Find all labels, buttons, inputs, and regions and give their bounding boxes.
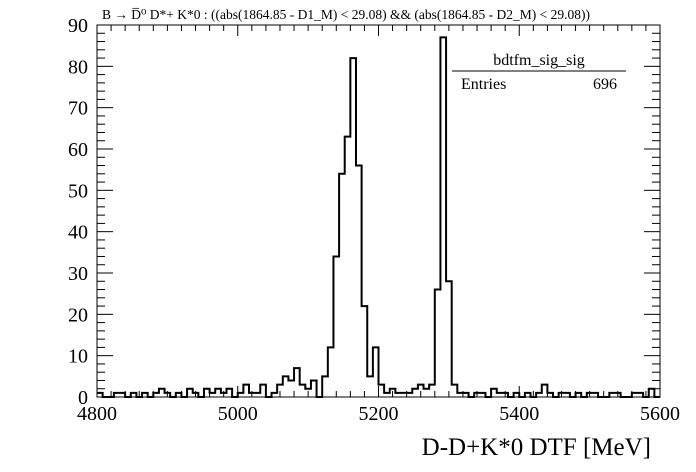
stats-entries-value: 696 <box>593 76 617 93</box>
chart-title: B → D̅⁰ D*+ K*0 : ((abs(1864.85 - D1_M) … <box>102 7 590 22</box>
y-tick-label: 90 <box>68 15 88 37</box>
y-tick-label: 0 <box>78 387 88 409</box>
stats-entries-label: Entries <box>461 76 506 93</box>
y-axis: 0 10 20 30 40 50 60 70 80 90 <box>68 15 660 409</box>
y-tick-label: 50 <box>68 180 88 202</box>
y-tick-label: 70 <box>68 98 88 120</box>
y-tick-label: 60 <box>68 139 88 161</box>
stats-box: bdtfm_sig_sig Entries 696 <box>452 52 626 93</box>
x-tick-label: 4800 <box>77 403 117 425</box>
y-tick-label: 20 <box>68 304 88 326</box>
histogram-line <box>97 36 660 398</box>
plot-frame <box>96 24 661 398</box>
x-tick-label: 5000 <box>218 403 258 425</box>
stats-title: bdtfm_sig_sig <box>493 52 585 69</box>
x-tick-label: 5200 <box>359 403 399 425</box>
y-tick-label: 10 <box>68 346 88 368</box>
y-tick-label: 80 <box>68 56 88 78</box>
x-axis-title: D-D+K*0 DTF [MeV] <box>422 434 651 461</box>
x-tick-label: 5400 <box>499 403 539 425</box>
y-tick-label: 30 <box>68 263 88 285</box>
y-tick-label: 40 <box>68 222 88 244</box>
x-tick-label: 5600 <box>640 403 680 425</box>
